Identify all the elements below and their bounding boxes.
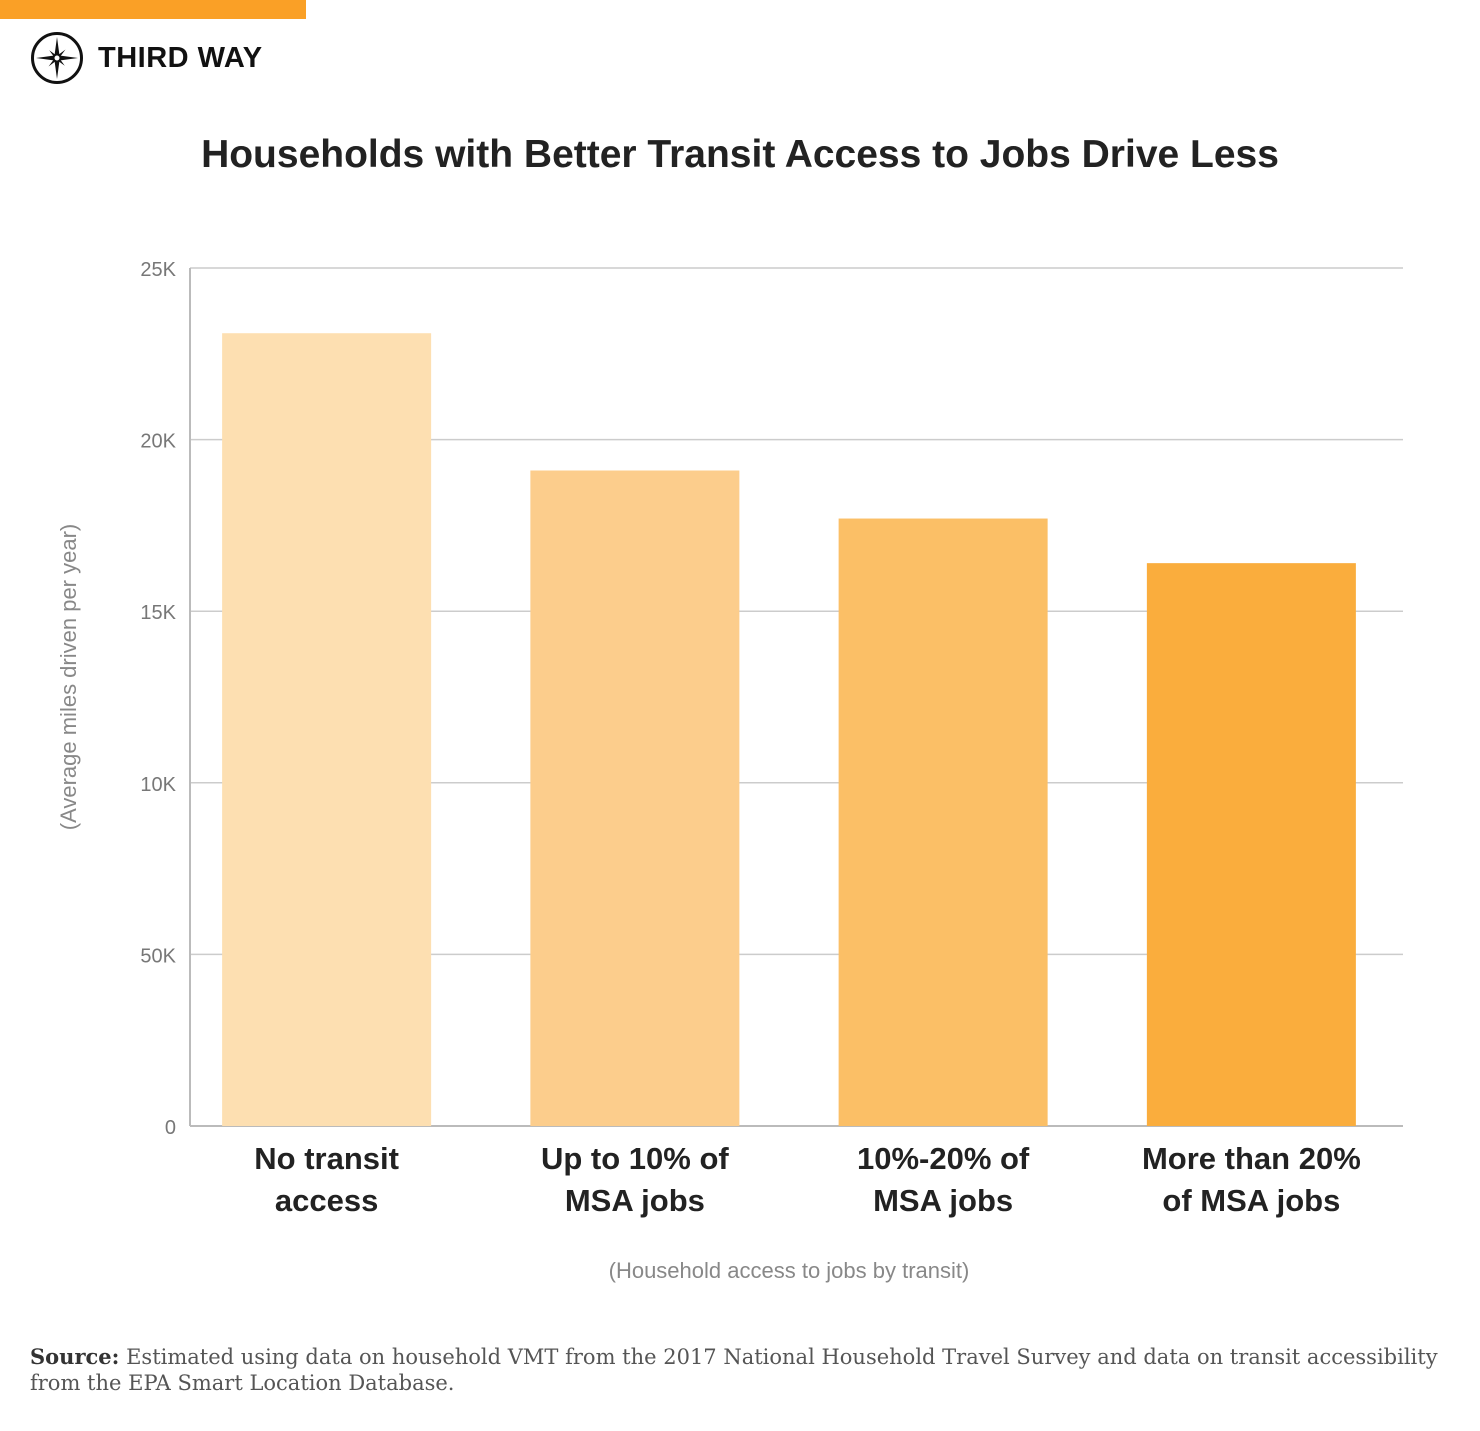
x-tick-label: MSA jobs bbox=[565, 1183, 705, 1218]
bar bbox=[530, 470, 740, 1126]
x-tick-label: More than 20% bbox=[1142, 1141, 1361, 1176]
source-label: Source: bbox=[30, 1344, 120, 1369]
y-tick-label: 25K bbox=[140, 259, 176, 281]
compass-icon bbox=[31, 32, 83, 84]
x-tick-label: No transit bbox=[254, 1141, 399, 1176]
x-tick-label: access bbox=[275, 1183, 378, 1218]
y-tick-label: 50K bbox=[140, 945, 176, 967]
bar bbox=[1146, 563, 1356, 1126]
y-tick-label: 10K bbox=[140, 774, 176, 796]
brand-name: THIRD WAY bbox=[98, 41, 263, 74]
x-tick-label: Up to 10% of bbox=[541, 1141, 729, 1176]
y-tick-label: 20K bbox=[140, 431, 176, 453]
x-tick-label: MSA jobs bbox=[873, 1183, 1013, 1218]
accent-bar bbox=[0, 0, 306, 19]
chart-title: Households with Better Transit Access to… bbox=[201, 133, 1279, 176]
logo: THIRD WAY bbox=[30, 31, 263, 85]
y-axis-label: (Average miles driven per year) bbox=[56, 524, 81, 831]
bar bbox=[838, 518, 1048, 1126]
x-tick-label: of MSA jobs bbox=[1162, 1183, 1340, 1218]
y-tick-label: 15K bbox=[140, 602, 176, 624]
y-tick-label: 0 bbox=[165, 1117, 176, 1139]
source-text: Estimated using data on household VMT fr… bbox=[30, 1345, 1438, 1395]
source-note: Source: Estimated using data on househol… bbox=[30, 1344, 1450, 1396]
bar bbox=[222, 333, 432, 1126]
x-tick-label: 10%-20% of bbox=[857, 1141, 1030, 1176]
x-axis-label: (Household access to jobs by transit) bbox=[609, 1258, 970, 1283]
